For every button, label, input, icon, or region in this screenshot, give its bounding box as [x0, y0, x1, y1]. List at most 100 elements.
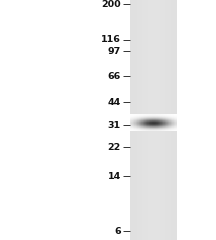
Bar — [164, 126, 165, 127]
Bar — [134, 120, 135, 121]
Bar — [161, 130, 162, 131]
Bar — [164, 118, 165, 119]
Bar — [147, 129, 148, 130]
Bar — [151, 124, 152, 125]
Bar — [174, 123, 175, 124]
Bar — [159, 122, 160, 123]
Bar — [163, 125, 164, 126]
Bar — [144, 116, 145, 117]
Bar — [144, 118, 145, 119]
Bar — [151, 123, 152, 124]
Bar — [149, 123, 150, 124]
Bar — [167, 124, 168, 125]
Bar — [159, 121, 160, 122]
Bar — [133, 118, 134, 119]
Bar — [161, 126, 162, 127]
Bar — [155, 129, 156, 130]
Bar — [147, 0, 148, 240]
Bar — [171, 121, 172, 122]
Bar — [152, 124, 153, 125]
Bar — [168, 125, 169, 126]
Bar — [174, 114, 175, 115]
Bar — [157, 128, 158, 129]
Bar — [150, 0, 151, 240]
Bar — [146, 122, 147, 123]
Bar — [168, 118, 169, 119]
Bar — [148, 0, 149, 240]
Bar — [145, 129, 146, 130]
Bar — [157, 130, 158, 131]
Bar — [175, 116, 176, 117]
Bar — [171, 122, 172, 123]
Bar — [145, 117, 146, 118]
Bar — [162, 124, 163, 125]
Bar — [163, 114, 164, 115]
Bar — [156, 123, 157, 124]
Bar — [148, 124, 149, 125]
Bar — [174, 127, 175, 128]
Bar — [159, 118, 160, 119]
Bar — [139, 0, 140, 240]
Bar — [154, 117, 155, 118]
Bar — [152, 0, 153, 240]
Bar — [135, 123, 136, 124]
Bar — [152, 120, 153, 121]
Bar — [137, 0, 138, 240]
Bar — [136, 0, 137, 240]
Bar — [134, 116, 135, 117]
Bar — [138, 114, 139, 115]
Bar — [158, 0, 159, 240]
Text: 116: 116 — [101, 35, 121, 44]
Bar — [164, 114, 165, 115]
Bar — [172, 123, 173, 124]
Bar — [153, 0, 154, 240]
Bar — [164, 124, 165, 125]
Bar — [159, 117, 160, 118]
Bar — [164, 130, 165, 131]
Bar — [137, 122, 138, 123]
Bar — [138, 127, 139, 128]
Bar — [159, 116, 160, 117]
Bar — [157, 125, 158, 126]
Bar — [169, 121, 170, 122]
Bar — [161, 122, 162, 123]
Bar — [169, 127, 170, 128]
Bar — [175, 122, 176, 123]
Bar — [154, 130, 155, 131]
Bar — [146, 118, 147, 119]
Bar — [168, 127, 169, 128]
Bar — [131, 117, 132, 118]
Bar — [138, 126, 139, 127]
Bar — [155, 127, 156, 128]
Bar — [150, 114, 151, 115]
Bar — [166, 115, 167, 116]
Bar — [163, 117, 164, 118]
Bar — [134, 127, 135, 128]
Bar — [137, 124, 138, 125]
Bar — [134, 129, 135, 130]
Bar — [141, 122, 142, 123]
Bar — [135, 128, 136, 129]
Bar — [130, 130, 131, 131]
Bar — [168, 124, 169, 125]
Bar — [140, 115, 141, 116]
Bar — [149, 117, 150, 118]
Bar — [147, 123, 148, 124]
Bar — [176, 117, 177, 118]
Bar — [137, 118, 138, 119]
Bar — [150, 124, 151, 125]
Bar — [141, 115, 142, 116]
Bar — [161, 124, 162, 125]
Bar — [150, 116, 151, 117]
Bar — [176, 122, 177, 123]
Bar — [139, 119, 140, 120]
Bar — [139, 117, 140, 118]
Bar — [146, 128, 147, 129]
Bar — [132, 128, 133, 129]
Bar — [140, 120, 141, 121]
Bar — [131, 130, 132, 131]
Bar — [149, 121, 150, 122]
Bar — [176, 120, 177, 121]
Bar — [170, 129, 171, 130]
Bar — [130, 119, 131, 120]
